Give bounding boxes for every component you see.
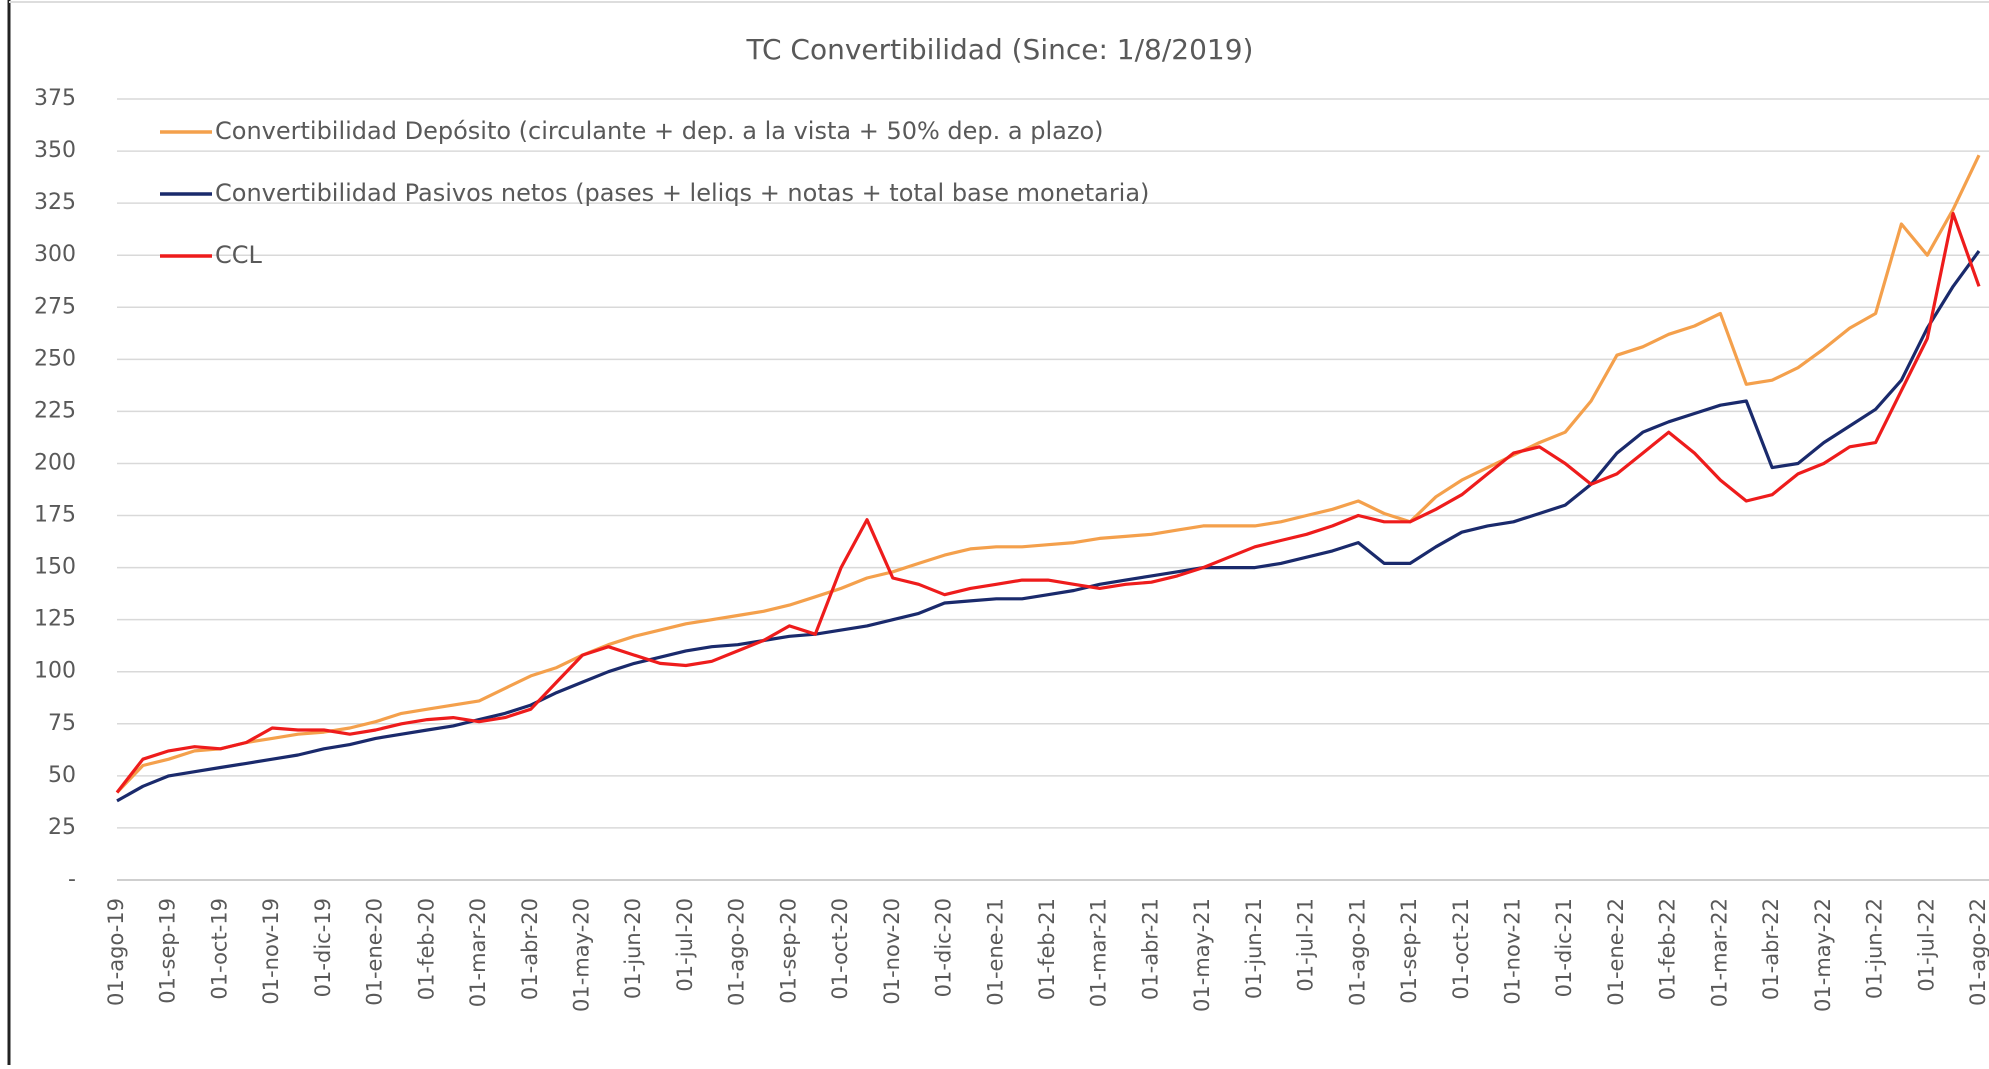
series-line <box>115 211 1981 794</box>
y-tick-label: 375 <box>34 86 76 111</box>
y-tick-label: - <box>68 867 76 892</box>
x-tick-label: 01-ago-21 <box>1345 898 1369 1006</box>
y-tick-label: 325 <box>34 190 76 215</box>
x-tick-label: 01-sep-21 <box>1397 898 1421 1004</box>
x-tick-label: 01-jun-22 <box>1863 898 1887 999</box>
x-tick-label: 01-jul-20 <box>673 898 697 992</box>
x-tick-label: 01-may-22 <box>1811 898 1835 1012</box>
y-tick-label: 350 <box>34 138 76 163</box>
y-tick-label: 200 <box>34 450 76 475</box>
y-tick-label: 125 <box>34 607 76 632</box>
y-tick-label: 75 <box>48 711 76 736</box>
x-tick-label: 01-nov-20 <box>880 898 904 1005</box>
legend-label: Convertibilidad Depósito (circulante + d… <box>215 117 1104 145</box>
x-tick-label: 01-nov-19 <box>259 898 283 1005</box>
x-tick-label: 01-feb-22 <box>1656 898 1680 1000</box>
x-tick-label: 01-nov-21 <box>1501 898 1525 1005</box>
y-tick-label: 300 <box>34 242 76 267</box>
x-tick-label: 01-jun-21 <box>1242 898 1266 999</box>
x-tick-label: 01-sep-20 <box>776 898 800 1004</box>
y-tick-label: 275 <box>34 294 76 319</box>
x-tick-label: 01-ene-21 <box>983 898 1007 1006</box>
x-tick-label: 01-oct-21 <box>1449 898 1473 1000</box>
chart-title: TC Convertibilidad (Since: 1/8/2019) <box>746 33 1254 66</box>
x-tick-label: 01-sep-19 <box>156 898 180 1004</box>
x-tick-label: 01-ene-20 <box>363 898 387 1006</box>
x-tick-label: 01-ago-22 <box>1966 898 1989 1006</box>
x-tick-label: 01-abr-21 <box>1138 898 1162 1000</box>
x-tick-label: 01-oct-19 <box>207 898 231 1000</box>
x-tick-label: 01-feb-21 <box>1035 898 1059 1000</box>
y-tick-label: 100 <box>34 659 76 684</box>
x-tick-label: 01-mar-21 <box>1087 898 1111 1007</box>
x-tick-label: 01-feb-20 <box>414 898 438 1000</box>
x-tick-label: 01-ago-20 <box>725 898 749 1006</box>
x-tick-label: 01-jul-22 <box>1914 898 1938 992</box>
x-tick-label: 01-mar-20 <box>466 898 490 1007</box>
y-tick-label: 175 <box>34 503 76 528</box>
x-tick-label: 01-abr-22 <box>1759 898 1783 1000</box>
x-tick-label: 01-jun-20 <box>621 898 645 999</box>
x-tick-label: 01-mar-22 <box>1707 898 1731 1007</box>
x-tick-label: 01-ene-22 <box>1604 898 1628 1006</box>
x-tick-label: 01-may-20 <box>570 898 594 1012</box>
x-tick-label: 01-abr-20 <box>518 898 542 1000</box>
y-tick-label: 250 <box>34 346 76 371</box>
y-tick-label: 150 <box>34 555 76 580</box>
x-tick-label: 01-dic-19 <box>311 898 335 997</box>
x-tick-label: 01-jul-21 <box>1294 898 1318 992</box>
legend-label: Convertibilidad Pasivos netos (pases + l… <box>215 179 1149 207</box>
legend-label: CCL <box>215 241 263 269</box>
x-tick-label: 01-dic-21 <box>1552 898 1576 997</box>
x-tick-label: 01-ago-19 <box>104 898 128 1006</box>
y-tick-label: 225 <box>34 398 76 423</box>
y-tick-label: 25 <box>48 815 76 840</box>
x-tick-label: 01-dic-20 <box>932 898 956 997</box>
y-tick-label: 50 <box>48 763 76 788</box>
x-tick-label: 01-oct-20 <box>828 898 852 1000</box>
series-line <box>115 154 1981 794</box>
x-tick-label: 01-may-21 <box>1190 898 1214 1012</box>
series-line <box>116 250 1981 803</box>
